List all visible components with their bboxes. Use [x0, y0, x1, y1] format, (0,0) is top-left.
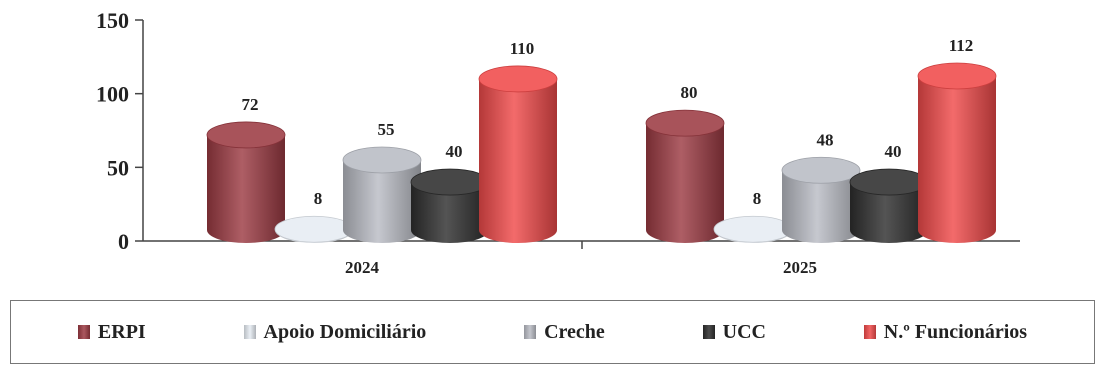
legend: ERPI Apoio Domiciliário Creche UCC N.º F… [10, 300, 1095, 364]
bar-body-ucc-2024 [411, 182, 489, 243]
legend-item-creche: Creche [524, 321, 605, 344]
y-tick-label-0: 0 [118, 229, 129, 254]
data-label-creche-2024: 55 [378, 120, 395, 139]
category-labels: 2024 2025 [345, 258, 817, 277]
bar-creche-2025 [781, 156, 861, 243]
bar-top-ucc-2025 [849, 168, 929, 196]
bar-apoio-domiciliario-2024 [274, 215, 354, 243]
legend-swatch-n-funcionarios [863, 325, 876, 339]
legend-label-apoio-domiciliario: Apoio Domiciliário [263, 320, 427, 343]
bars [206, 62, 997, 243]
bar-ucc-2024 [410, 168, 490, 243]
legend-item-apoio-domiciliario: Apoio Domiciliário [243, 320, 427, 344]
data-label-ucc-2025: 40 [885, 142, 902, 161]
bar-top-apoio-domiciliario-2025 [713, 215, 793, 243]
data-label-apoio-domiciliario-2025: 8 [753, 189, 762, 208]
data-label-creche-2025: 48 [817, 130, 834, 149]
bar-n-funcionarios-2025 [917, 62, 997, 243]
legend-swatch-apoio-domiciliario [243, 325, 256, 339]
data-label-n-funcionarios-2025: 112 [949, 36, 974, 55]
bar-top-n-funcionarios-2025 [917, 62, 997, 90]
bar-body-n-funcionarios-2024 [479, 78, 557, 243]
legend-label-erpi: ERPI [97, 320, 146, 343]
bar-top-ucc-2024 [410, 168, 490, 196]
bar-top-creche-2024 [342, 146, 422, 174]
bar-n-funcionarios-2024 [478, 65, 558, 243]
bar-erpi-2024 [206, 121, 286, 243]
legend-label-n-funcionarios: N.º Funcionários [883, 320, 1028, 343]
x-tick-label-2024: 2024 [345, 258, 380, 277]
bar-top-creche-2025 [781, 156, 861, 184]
legend-swatch-erpi [77, 325, 90, 339]
legend-label-creche: Creche [544, 320, 605, 343]
y-tick-label-50: 50 [107, 155, 129, 180]
legend-swatch-ucc [702, 325, 715, 339]
y-tick-label-100: 100 [96, 82, 129, 107]
data-label-erpi-2024: 72 [242, 95, 259, 114]
legend-item-n-funcionarios: N.º Funcionários [863, 320, 1028, 344]
data-label-n-funcionarios-2024: 110 [510, 39, 535, 58]
legend-label-ucc: UCC [722, 320, 766, 343]
bar-body-erpi-2025 [646, 123, 724, 243]
x-tick-label-2025: 2025 [783, 258, 817, 277]
bar-body-erpi-2024 [207, 134, 285, 243]
data-label-erpi-2025: 80 [681, 83, 698, 102]
bar-body-creche-2025 [782, 170, 860, 243]
chart-plot-area: 0 50 100 150 72 8 55 40 110 80 8 48 40 112 2024 2025 [96, 8, 1020, 277]
bar-apoio-domiciliario-2025 [713, 215, 793, 243]
bar-body-creche-2024 [343, 159, 421, 243]
legend-item-erpi: ERPI [77, 320, 146, 344]
legend-item-ucc: UCC [702, 320, 766, 344]
bar-top-erpi-2024 [206, 121, 286, 149]
y-ticks: 0 50 100 150 [96, 8, 583, 254]
bar-top-n-funcionarios-2024 [478, 65, 558, 93]
value-labels: 72 8 55 40 110 80 8 48 40 112 [242, 36, 974, 208]
bar-body-ucc-2025 [850, 182, 928, 243]
bar-top-apoio-domiciliario-2024 [274, 215, 354, 243]
bar-top-erpi-2025 [645, 109, 725, 137]
bar-ucc-2025 [849, 168, 929, 243]
bar-body-n-funcionarios-2025 [918, 75, 996, 243]
bar-creche-2024 [342, 146, 422, 243]
data-label-apoio-domiciliario-2024: 8 [314, 189, 323, 208]
y-tick-label-150: 150 [96, 8, 129, 33]
data-label-ucc-2024: 40 [446, 142, 463, 161]
legend-swatch-creche [524, 325, 537, 339]
bar-erpi-2025 [645, 109, 725, 243]
